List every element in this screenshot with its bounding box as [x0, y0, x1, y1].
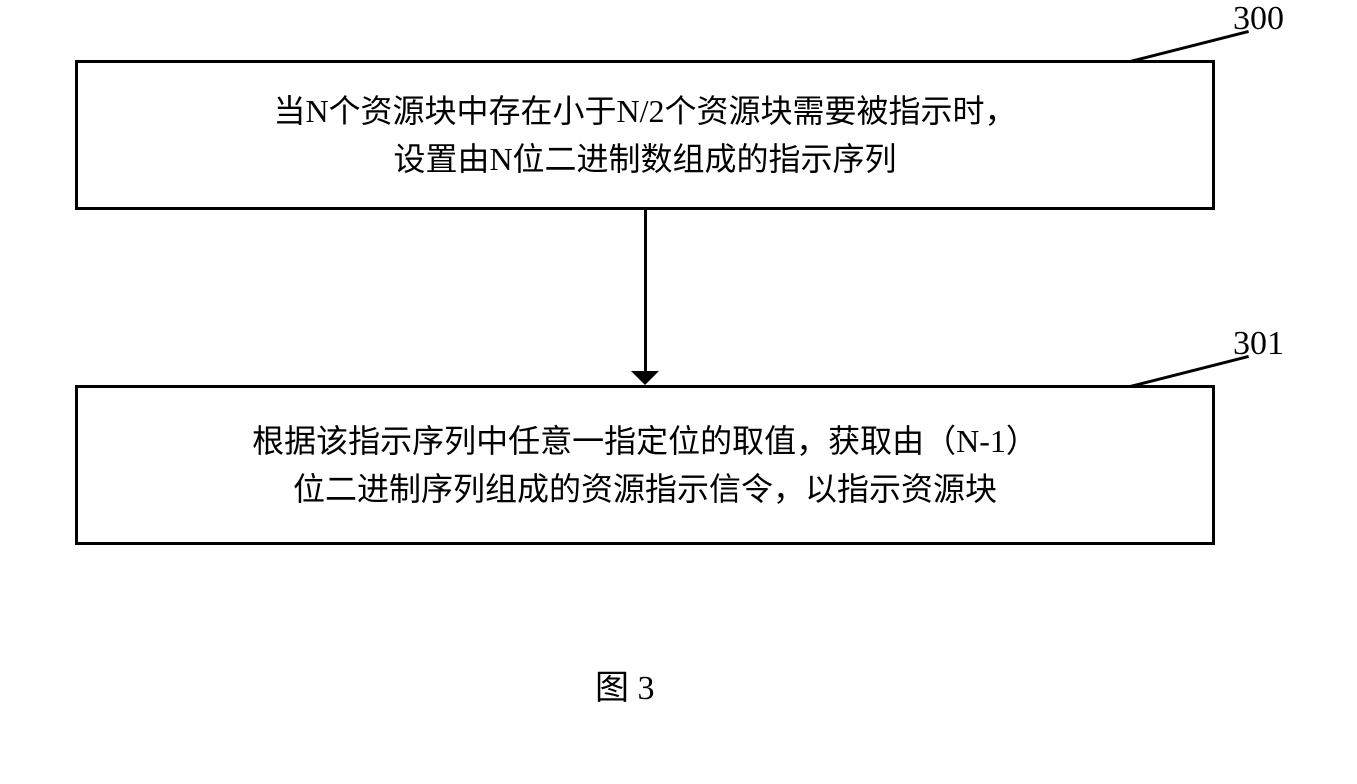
flowchart-canvas: 当N个资源块中存在小于N/2个资源块需要被指示时， 设置由N位二进制数组成的指示… [0, 0, 1357, 784]
node-300-leader-line [1130, 30, 1249, 63]
flowchart-node-300: 当N个资源块中存在小于N/2个资源块需要被指示时， 设置由N位二进制数组成的指示… [75, 60, 1215, 210]
node-301-leader-line [1130, 355, 1249, 388]
flowchart-node-301: 根据该指示序列中任意一指定位的取值，获取由（N-1） 位二进制序列组成的资源指示… [75, 385, 1215, 545]
flowchart-edge-0-line [644, 210, 647, 371]
node-300-text: 当N个资源块中存在小于N/2个资源块需要被指示时， 设置由N位二进制数组成的指示… [273, 87, 1016, 183]
flowchart-edge-0-arrowhead [631, 371, 659, 385]
figure-caption: 图 3 [595, 660, 655, 709]
node-301-text: 根据该指示序列中任意一指定位的取值，获取由（N-1） 位二进制序列组成的资源指示… [252, 417, 1038, 513]
